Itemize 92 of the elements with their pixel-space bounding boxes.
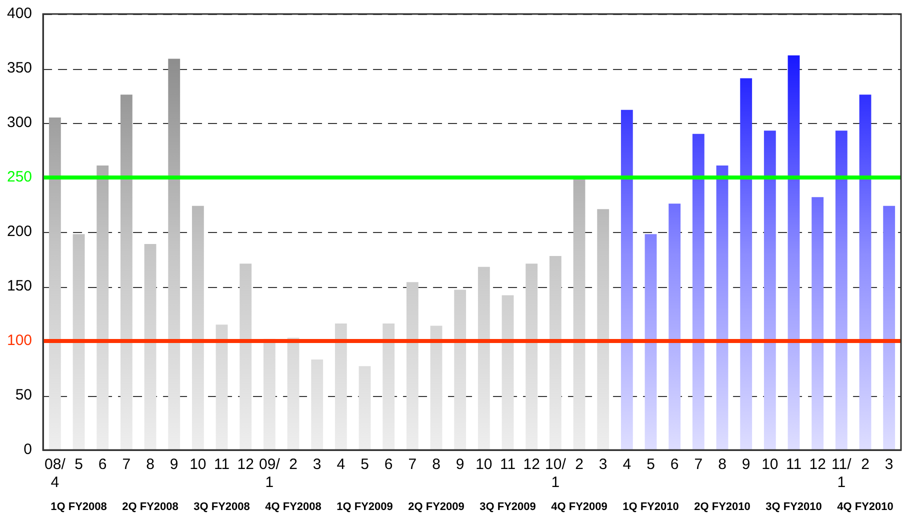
x-tick-label: 3 — [598, 456, 608, 474]
bar — [835, 130, 848, 450]
bar — [406, 282, 418, 450]
text: 2Q FY2008 — [122, 501, 178, 514]
x-tick-label: 2 — [861, 456, 870, 474]
bar — [358, 366, 371, 450]
bar — [240, 264, 252, 450]
x-tick-label: 12 — [809, 456, 826, 474]
bar — [430, 326, 442, 450]
text: 3Q FY2010 — [766, 501, 822, 514]
text: 2Q FY2010 — [694, 501, 750, 514]
bar — [48, 118, 61, 450]
x-tick-label: 10 — [476, 456, 492, 474]
x-tick-label: 10 — [762, 456, 778, 474]
x-tick-label: 3 — [884, 456, 894, 474]
bar — [883, 206, 896, 450]
y-tick-label: 250 — [6, 168, 32, 186]
bar — [668, 204, 681, 450]
bar — [168, 58, 180, 450]
y-tick-label: 200 — [6, 223, 32, 240]
text: 4Q FY2009 — [551, 501, 608, 514]
bar — [120, 94, 132, 450]
bar — [72, 234, 85, 450]
x-tick-label: 8 — [718, 456, 726, 474]
x-tick-label: 9 — [456, 456, 464, 474]
x-tick-label: 9 — [742, 456, 750, 474]
x-tick-label: 4 — [622, 456, 632, 474]
x-tick-label: 5 — [646, 456, 655, 474]
bar — [454, 290, 466, 450]
bar — [311, 360, 324, 450]
text: 2Q FY2009 — [408, 501, 464, 514]
y-tick-label: 100 — [6, 332, 32, 350]
bar — [502, 295, 514, 450]
x-tick-label: 6 — [670, 456, 679, 474]
x-tick-label: 7 — [694, 456, 703, 474]
bar — [526, 264, 538, 450]
bar — [764, 130, 776, 450]
x-tick-label: 12 — [237, 456, 254, 474]
text: 4Q FY2008 — [265, 501, 322, 514]
x-tick-label: 5 — [360, 456, 369, 474]
y-tick-label: 400 — [6, 5, 32, 22]
x-tick-label: 08/ 4 — [44, 456, 66, 492]
x-tick-label: 7 — [408, 456, 417, 474]
bar — [334, 324, 347, 450]
bar — [620, 110, 633, 450]
x-tick-label: 11 — [786, 456, 802, 474]
x-tick-label: 7 — [122, 456, 131, 474]
bar — [716, 166, 728, 450]
x-tick-label: 11/ 1 — [832, 456, 852, 492]
x-tick-label: 4 — [336, 456, 346, 474]
bar — [96, 166, 109, 450]
bar — [573, 178, 586, 450]
x-tick-label: 5 — [74, 456, 83, 474]
text: 1Q FY2008 — [50, 501, 107, 514]
bar — [382, 324, 395, 450]
bar — [478, 266, 490, 450]
bar — [859, 94, 872, 450]
y-tick-label: 50 — [15, 386, 32, 404]
x-tick-label: 8 — [146, 456, 154, 474]
x-tick-label: 6 — [98, 456, 107, 474]
bar — [287, 338, 300, 450]
bar — [549, 256, 562, 450]
bar — [788, 55, 800, 450]
x-tick-label: 11 — [500, 456, 516, 474]
text: 3Q FY2009 — [480, 501, 536, 514]
text: 4Q FY2010 — [837, 501, 894, 514]
bar — [812, 197, 824, 450]
y-tick-label: 0 — [24, 441, 32, 458]
x-tick-label: 10/ 1 — [545, 456, 567, 492]
x-tick-label: 10 — [190, 456, 206, 474]
text: 3Q FY2008 — [194, 501, 250, 514]
text: 1Q FY2010 — [622, 501, 679, 514]
bar — [192, 206, 204, 450]
bar — [597, 209, 610, 450]
x-tick-label: 6 — [384, 456, 393, 474]
bar — [216, 324, 228, 450]
x-tick-label: 3 — [312, 456, 322, 474]
y-tick-label: 350 — [6, 60, 32, 77]
x-tick-label: 2 — [289, 456, 298, 474]
x-tick-label: 8 — [432, 456, 440, 474]
y-tick-label: 300 — [6, 114, 32, 132]
x-tick-label: 9 — [170, 456, 178, 474]
bar — [144, 244, 156, 450]
text: 1Q FY2009 — [336, 501, 393, 514]
x-tick-label: 09/ 1 — [259, 456, 281, 492]
x-tick-label: 11 — [214, 456, 230, 474]
bar — [740, 78, 752, 450]
bar — [692, 134, 704, 450]
y-tick-label: 150 — [6, 278, 32, 295]
bar — [644, 234, 657, 450]
x-tick-label: 12 — [523, 456, 540, 474]
x-tick-label: 2 — [575, 456, 584, 474]
